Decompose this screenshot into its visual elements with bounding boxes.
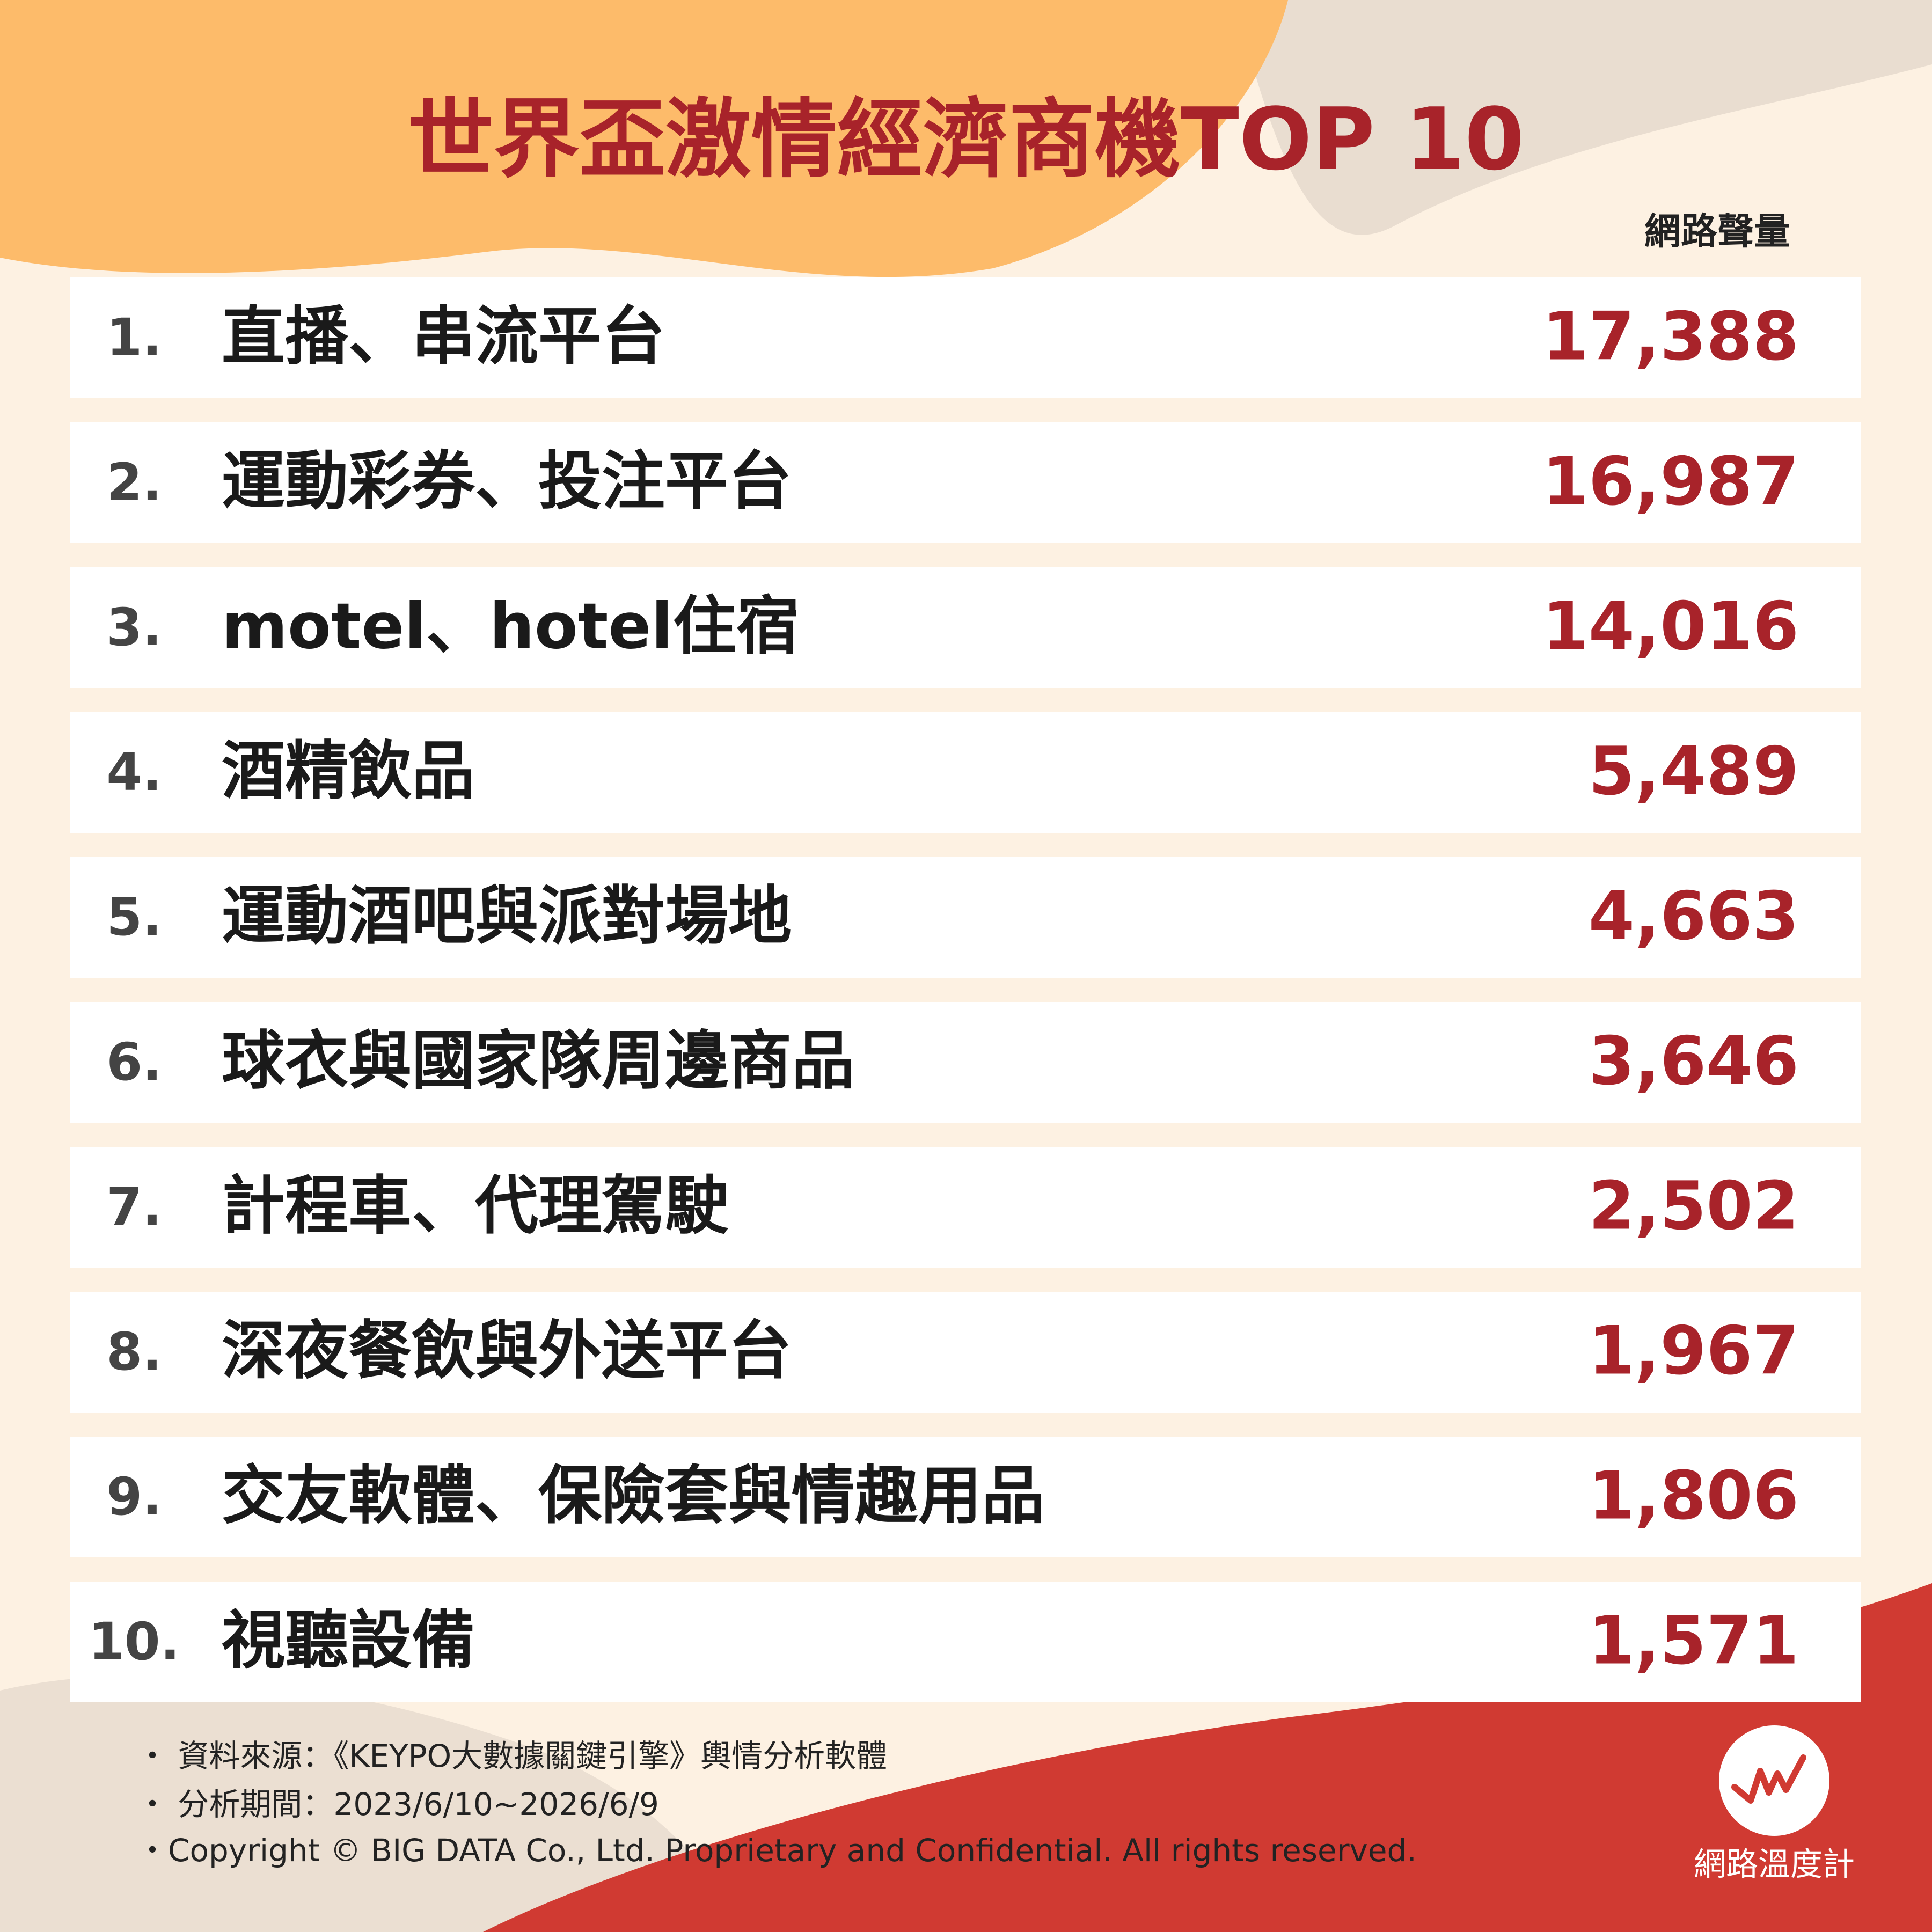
row-background (70, 1582, 1861, 1702)
item-label: 深夜餐飲與外送平台 (222, 1314, 792, 1388)
column-label: 網路聲量 (1644, 211, 1790, 253)
footer-notes: ・ 資料來源：《KEYPO大數據關鍵引擎》輿情分析軟體・ 分析期間：2023/6… (137, 1738, 1417, 1869)
bg-shape (1234, 0, 1932, 235)
bg-shape (0, 1675, 751, 1932)
volume-value: 1,571 (1589, 1602, 1799, 1680)
bg-shape (483, 1583, 1932, 1932)
item-label: 運動彩券、投注平台 (222, 444, 792, 518)
title: 世界盃激情經濟商機TOP 10 (408, 89, 1525, 189)
rank: 9. (106, 1467, 162, 1527)
volume-value: 3,646 (1589, 1023, 1799, 1100)
footer-note: ・Copyright © BIG DATA Co., Ltd. Propriet… (137, 1832, 1417, 1869)
volume-value: 4,663 (1589, 878, 1799, 955)
volume-value: 17,388 (1542, 298, 1799, 376)
row-background (70, 567, 1861, 688)
volume-value: 14,016 (1542, 588, 1799, 665)
logo-icon (1731, 1754, 1806, 1804)
item-label: 視聽設備 (222, 1604, 475, 1678)
volume-value: 16,987 (1542, 443, 1799, 521)
rank: 5. (106, 887, 162, 947)
row-background (70, 1437, 1861, 1557)
footer-note: ・ 分析期間：2023/6/10~2026/6/9 (137, 1786, 659, 1823)
item-label: motel、hotel住宿 (222, 589, 800, 663)
volume-value: 2,502 (1589, 1168, 1799, 1245)
row-background (70, 1292, 1861, 1413)
row-background (70, 1147, 1861, 1268)
rank: 10. (89, 1612, 180, 1672)
row-background (70, 857, 1861, 978)
logo-text: 網路溫度計 (1694, 1846, 1855, 1884)
rank: 1. (106, 308, 162, 368)
rank: 6. (106, 1032, 162, 1092)
row-background (70, 277, 1861, 398)
rank: 2. (106, 452, 162, 513)
rank: 3. (106, 597, 162, 657)
ranking-table: 1. 直播、串流平台 17,388 2. 運動彩券、投注平台 16,987 3. motel、… (70, 277, 1861, 1702)
item-label: 交友軟體、保險套與情趣用品 (222, 1459, 1045, 1533)
row-background (70, 712, 1861, 833)
footer-note: ・ 資料來源：《KEYPO大數據關鍵引擎》輿情分析軟體 (137, 1738, 887, 1774)
rank: 4. (106, 742, 162, 802)
item-label: 酒精飲品 (222, 734, 475, 808)
volume-value: 1,967 (1589, 1313, 1799, 1390)
bg-shape (0, 0, 1288, 277)
volume-value: 5,489 (1589, 733, 1799, 810)
row-background (70, 422, 1861, 543)
rank: 7. (106, 1177, 162, 1237)
item-label: 直播、串流平台 (222, 299, 665, 374)
volume-value: 1,806 (1589, 1458, 1799, 1535)
rank: 8. (106, 1322, 162, 1382)
row-background (70, 1002, 1861, 1123)
item-label: 運動酒吧與派對場地 (222, 879, 792, 953)
item-label: 球衣與國家隊周邊商品 (222, 1024, 855, 1098)
item-label: 計程車、代理駕駛 (222, 1169, 729, 1243)
